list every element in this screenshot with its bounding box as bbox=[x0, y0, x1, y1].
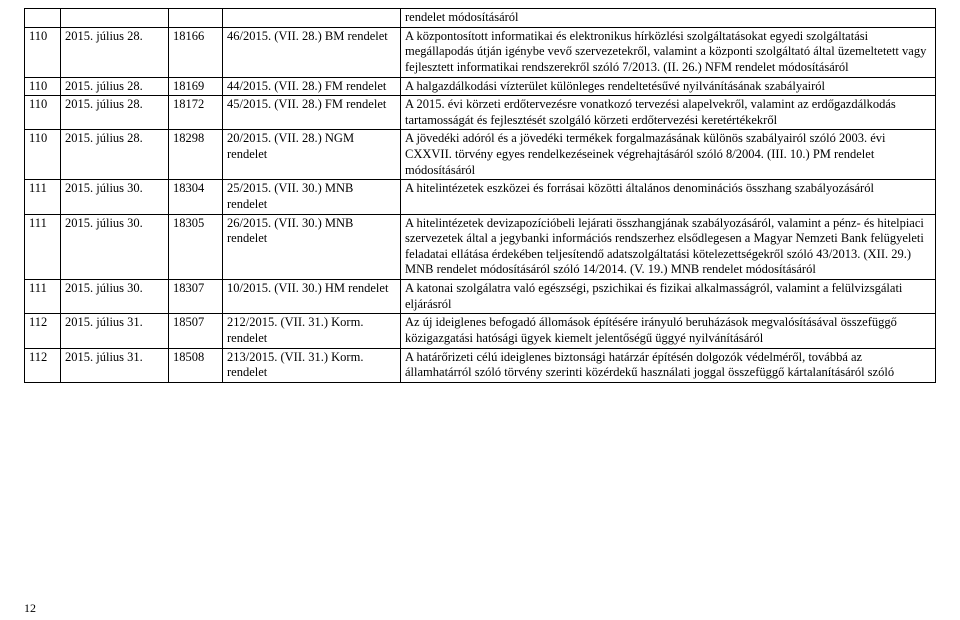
table-cell-c4: 213/2015. (VII. 31.) Korm. rendelet bbox=[223, 348, 401, 382]
table-cell-c1: 111 bbox=[25, 280, 61, 314]
table-cell-c2: 2015. július 30. bbox=[61, 180, 169, 214]
table-cell-c3: 18307 bbox=[169, 280, 223, 314]
table-cell-c3: 18169 bbox=[169, 77, 223, 96]
table-cell-c3: 18298 bbox=[169, 130, 223, 180]
table-cell-c3 bbox=[169, 9, 223, 28]
table-row: 1112015. július 30.1830526/2015. (VII. 3… bbox=[25, 214, 936, 280]
table-row: 1112015. július 30.1830710/2015. (VII. 3… bbox=[25, 280, 936, 314]
table-row: 1102015. július 28.1829820/2015. (VII. 2… bbox=[25, 130, 936, 180]
table-cell-c4: 25/2015. (VII. 30.) MNB rendelet bbox=[223, 180, 401, 214]
table-cell-c3: 18166 bbox=[169, 27, 223, 77]
table-cell-c5: A határőrizeti célú ideiglenes biztonság… bbox=[401, 348, 936, 382]
table-cell-c5: A hitelintézetek eszközei és forrásai kö… bbox=[401, 180, 936, 214]
table-cell-c3: 18304 bbox=[169, 180, 223, 214]
table-cell-c5: A 2015. évi körzeti erdőtervezésre vonat… bbox=[401, 96, 936, 130]
table-cell-c2: 2015. július 28. bbox=[61, 77, 169, 96]
table-row: 1112015. július 30.1830425/2015. (VII. 3… bbox=[25, 180, 936, 214]
table-cell-c1: 110 bbox=[25, 96, 61, 130]
table-cell-c4: 212/2015. (VII. 31.) Korm. rendelet bbox=[223, 314, 401, 348]
table-cell-c3: 18508 bbox=[169, 348, 223, 382]
table-cell-c2: 2015. július 30. bbox=[61, 214, 169, 280]
table-cell-c1: 110 bbox=[25, 130, 61, 180]
table-cell-c1 bbox=[25, 9, 61, 28]
table-cell-c1: 110 bbox=[25, 77, 61, 96]
table-cell-c5: A jövedéki adóról és a jövedéki termékek… bbox=[401, 130, 936, 180]
table-cell-c2: 2015. július 28. bbox=[61, 27, 169, 77]
table-cell-c1: 112 bbox=[25, 348, 61, 382]
table-cell-c2: 2015. július 31. bbox=[61, 348, 169, 382]
table-cell-c1: 112 bbox=[25, 314, 61, 348]
table-cell-c4: 20/2015. (VII. 28.) NGM rendelet bbox=[223, 130, 401, 180]
table-row: rendelet módosításáról bbox=[25, 9, 936, 28]
table-cell-c4: 44/2015. (VII. 28.) FM rendelet bbox=[223, 77, 401, 96]
table-cell-c3: 18507 bbox=[169, 314, 223, 348]
table-row: 1102015. július 28.1816944/2015. (VII. 2… bbox=[25, 77, 936, 96]
regulation-table: rendelet módosításáról1102015. július 28… bbox=[24, 8, 936, 383]
table-cell-c5: rendelet módosításáról bbox=[401, 9, 936, 28]
table-cell-c5: A központosított informatikai és elektro… bbox=[401, 27, 936, 77]
table-cell-c1: 111 bbox=[25, 180, 61, 214]
table-cell-c2 bbox=[61, 9, 169, 28]
table-cell-c4: 26/2015. (VII. 30.) MNB rendelet bbox=[223, 214, 401, 280]
table-cell-c1: 110 bbox=[25, 27, 61, 77]
document-page: rendelet módosításáról1102015. július 28… bbox=[0, 0, 960, 620]
table-cell-c4: 45/2015. (VII. 28.) FM rendelet bbox=[223, 96, 401, 130]
table-row: 1102015. július 28.1816646/2015. (VII. 2… bbox=[25, 27, 936, 77]
page-number: 12 bbox=[24, 601, 36, 616]
table-cell-c5: A hitelintézetek devizapozícióbeli lejár… bbox=[401, 214, 936, 280]
table-row: 1122015. július 31.18508213/2015. (VII. … bbox=[25, 348, 936, 382]
table-cell-c4: 46/2015. (VII. 28.) BM rendelet bbox=[223, 27, 401, 77]
table-cell-c3: 18172 bbox=[169, 96, 223, 130]
table-cell-c4 bbox=[223, 9, 401, 28]
table-row: 1122015. július 31.18507212/2015. (VII. … bbox=[25, 314, 936, 348]
table-cell-c5: A katonai szolgálatra való egészségi, ps… bbox=[401, 280, 936, 314]
table-cell-c1: 111 bbox=[25, 214, 61, 280]
table-cell-c4: 10/2015. (VII. 30.) HM rendelet bbox=[223, 280, 401, 314]
regulation-table-body: rendelet módosításáról1102015. július 28… bbox=[25, 9, 936, 383]
table-cell-c2: 2015. július 28. bbox=[61, 130, 169, 180]
table-row: 1102015. július 28.1817245/2015. (VII. 2… bbox=[25, 96, 936, 130]
table-cell-c3: 18305 bbox=[169, 214, 223, 280]
table-cell-c5: Az új ideiglenes befogadó állomások épít… bbox=[401, 314, 936, 348]
table-cell-c5: A halgazdálkodási vízterület különleges … bbox=[401, 77, 936, 96]
table-cell-c2: 2015. július 30. bbox=[61, 280, 169, 314]
table-cell-c2: 2015. július 31. bbox=[61, 314, 169, 348]
table-cell-c2: 2015. július 28. bbox=[61, 96, 169, 130]
